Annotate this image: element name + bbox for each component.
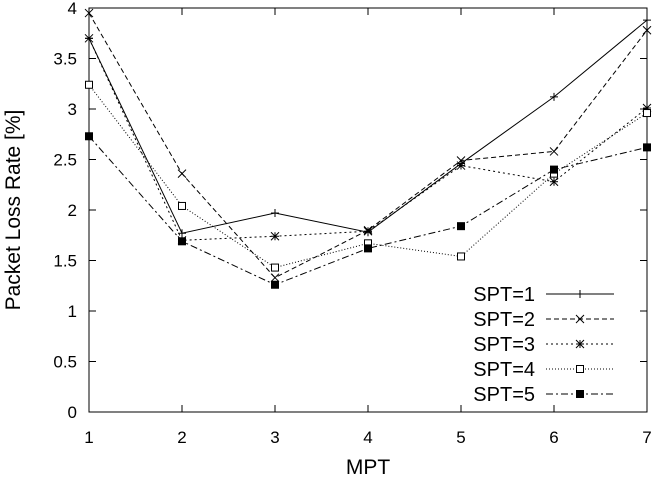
y-tick-label: 1	[68, 302, 77, 321]
y-tick-label: 1.5	[53, 252, 77, 271]
y-tick-label: 0	[68, 403, 77, 422]
y-tick-label: 0.5	[53, 353, 77, 372]
data-point	[364, 244, 372, 253]
data-point	[549, 147, 559, 156]
series-line	[88, 19, 648, 234]
data-point	[643, 16, 651, 25]
series-5	[85, 132, 651, 289]
data-point	[85, 132, 93, 141]
y-axis-title: Packet Loss Rate [%]	[2, 110, 25, 311]
data-point	[576, 290, 584, 298]
data-point	[178, 201, 186, 210]
series-line	[88, 12, 648, 279]
series-4	[85, 80, 651, 272]
data-point	[177, 169, 187, 178]
data-point	[85, 80, 93, 89]
data-point	[549, 177, 559, 187]
y-tick-label: 2.5	[53, 151, 77, 170]
data-point	[84, 8, 94, 18]
data-point	[643, 109, 651, 118]
data-point	[363, 226, 373, 236]
data-point	[550, 165, 558, 174]
series-2	[84, 8, 652, 283]
legend-label: SPT=5	[473, 384, 535, 406]
data-point	[643, 143, 651, 152]
legend-label: SPT=1	[473, 284, 535, 306]
series-1	[85, 16, 651, 238]
x-tick-label: 4	[363, 428, 372, 447]
data-point	[576, 390, 584, 398]
data-point	[84, 33, 94, 43]
legend-item: SPT=3	[473, 334, 614, 356]
data-point	[576, 365, 584, 373]
data-point	[271, 209, 279, 218]
legend-label: SPT=4	[473, 359, 535, 381]
y-tick-label: 3.5	[53, 50, 77, 69]
data-point	[457, 222, 465, 231]
series-3	[84, 33, 652, 245]
plot-frame	[88, 7, 648, 413]
legend-item: SPT=4	[473, 359, 614, 381]
data-point	[178, 237, 186, 246]
x-tick-label: 5	[456, 428, 465, 447]
x-tick-label: 3	[270, 428, 279, 447]
data-point	[456, 161, 466, 170]
y-tick-label: 2	[68, 201, 77, 220]
x-axis-title: MPT	[346, 456, 391, 479]
x-tick-label: 2	[177, 428, 186, 447]
data-point	[178, 229, 186, 238]
data-point	[575, 314, 585, 324]
legend-item: SPT=2	[473, 309, 614, 331]
legend: SPT=1 SPT=2 SPT=3 SPT=4 SPT=5	[473, 284, 614, 406]
x-tick-label: 6	[549, 428, 558, 447]
data-point	[642, 25, 652, 35]
data-point	[575, 339, 585, 349]
legend-item: SPT=1	[473, 284, 614, 306]
series-line	[88, 135, 648, 286]
y-tick-label: 3	[68, 100, 77, 119]
series-layer	[84, 8, 652, 289]
x-tick-label: 1	[84, 428, 93, 447]
legend-label: SPT=2	[473, 309, 535, 331]
x-tick-label: 7	[642, 428, 651, 447]
legend-label: SPT=3	[473, 334, 535, 356]
data-point	[271, 280, 279, 289]
data-point	[270, 273, 280, 283]
data-point	[550, 92, 558, 101]
series-line	[88, 38, 648, 241]
data-point	[457, 252, 465, 261]
axis-ticks: 1 2 3 4 5 6 7 0 0.5 1 1.5 2 2.5 3 3.5 4	[53, 0, 651, 447]
data-point	[271, 263, 279, 272]
y-tick-label: 4	[68, 0, 77, 18]
data-point	[270, 231, 280, 241]
legend-item: SPT=5	[473, 384, 614, 406]
